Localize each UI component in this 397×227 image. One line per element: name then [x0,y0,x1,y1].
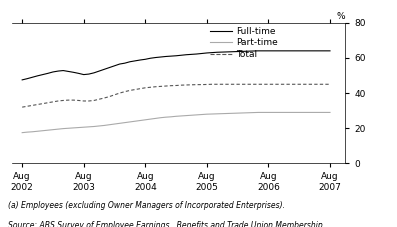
Total [20,106,25,109]
Total [81,100,86,102]
Full-time [256,49,260,52]
Total [92,99,96,102]
Full-time [92,72,96,74]
Part-time [20,131,25,134]
Legend: Full-time, Part-time, Total: Full-time, Part-time, Total [210,27,278,59]
Part-time [204,113,209,116]
Total [210,83,214,86]
Part-time [328,111,332,114]
Text: %: % [337,12,345,21]
Total [184,84,189,86]
Total [328,83,332,86]
Line: Total: Total [22,84,330,107]
Full-time [81,73,86,76]
Part-time [184,114,189,117]
Line: Part-time: Part-time [22,112,330,133]
Line: Full-time: Full-time [22,51,330,80]
Full-time [292,49,297,52]
Text: (a) Employees (excluding Owner Managers of Incorporated Enterprises).: (a) Employees (excluding Owner Managers … [8,201,285,210]
Part-time [81,126,86,128]
Text: Source: ABS Survey of Employee Earnings,  Benefits and Trade Union Membership.: Source: ABS Survey of Employee Earnings,… [8,221,325,227]
Full-time [184,53,189,56]
Full-time [127,60,132,63]
Part-time [92,125,96,128]
Total [292,83,297,86]
Part-time [256,111,260,114]
Part-time [292,111,297,114]
Total [127,89,132,92]
Full-time [20,79,25,81]
Full-time [328,49,332,52]
Total [204,83,209,86]
Part-time [127,121,132,123]
Full-time [204,52,209,54]
